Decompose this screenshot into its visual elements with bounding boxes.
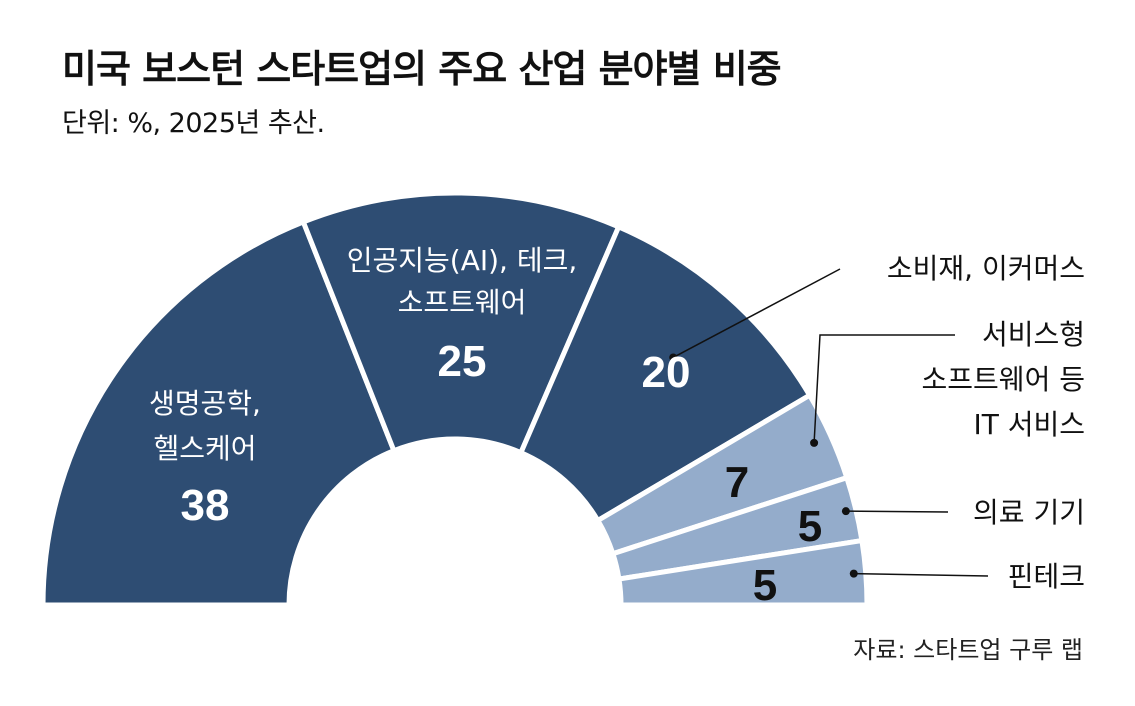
leader-dot-consumer	[669, 353, 678, 362]
external-label-it-services-line3: IT 서비스	[973, 408, 1085, 441]
slice-ai	[300, 190, 622, 456]
segment-label-ai-line1: 인공지능(AI), 테크,	[347, 244, 578, 277]
external-label-consumer: 소비재, 이커머스	[887, 252, 1085, 285]
slice-consumer	[517, 223, 814, 524]
slice-fintech	[616, 537, 870, 608]
leader-line-fintech	[853, 572, 989, 577]
external-label-fintech: 핀테크	[1008, 560, 1085, 593]
segment-label-biotech-line1: 생명공학,	[149, 387, 261, 420]
source-note: 자료: 스타트업 구루 랩	[853, 636, 1083, 664]
leader-dot-fintech	[849, 569, 858, 578]
chart-title: 미국 보스턴 스타트업의 주요 산업 분야별 비중	[62, 47, 782, 91]
value-label-biotech: 38	[181, 481, 230, 530]
leader-dot-it-services	[810, 438, 819, 447]
slice-biotech	[40, 218, 398, 608]
leader-lines	[669, 268, 989, 578]
chart-slices	[40, 190, 870, 608]
external-label-it-services-line2: 소프트웨어 등	[922, 363, 1085, 396]
value-label-it-services: 7	[725, 458, 749, 507]
value-label-fintech: 5	[753, 561, 777, 610]
value-label-medical-devices: 5	[798, 502, 822, 551]
external-label-medical-devices: 의료 기기	[973, 496, 1085, 529]
chart-subtitle: 단위: %, 2025년 추산.	[62, 108, 325, 139]
value-label-consumer: 20	[642, 348, 691, 397]
leader-dot-medical-devices	[841, 507, 850, 516]
value-label-ai: 25	[438, 337, 487, 386]
leader-line-consumer	[672, 268, 841, 359]
leader-line-medical-devices	[845, 510, 949, 513]
segment-label-ai-line2: 소프트웨어	[398, 286, 527, 319]
leader-line-it-services	[813, 334, 955, 443]
segment-label-biotech-line2: 헬스케어	[153, 432, 256, 465]
external-label-it-services-line1: 서비스형	[982, 318, 1085, 351]
